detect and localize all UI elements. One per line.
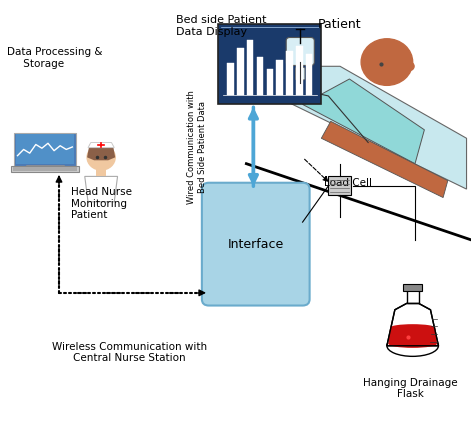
Bar xyxy=(256,57,263,95)
Ellipse shape xyxy=(390,324,435,331)
Ellipse shape xyxy=(387,335,438,356)
Text: Patient: Patient xyxy=(318,18,362,30)
Bar xyxy=(16,134,74,164)
Polygon shape xyxy=(302,79,424,164)
Bar xyxy=(328,176,351,196)
Text: Wireless Communication with
Central Nurse Station: Wireless Communication with Central Nurs… xyxy=(52,341,207,363)
Circle shape xyxy=(87,145,115,170)
Polygon shape xyxy=(388,328,437,344)
FancyBboxPatch shape xyxy=(202,183,310,305)
Bar xyxy=(26,165,64,167)
Bar xyxy=(247,40,254,95)
Bar xyxy=(296,45,302,95)
Polygon shape xyxy=(85,176,118,202)
Polygon shape xyxy=(87,145,115,160)
Text: Wired Communication with
Bed Side Patient Data: Wired Communication with Bed Side Patien… xyxy=(188,90,207,204)
Bar xyxy=(286,51,293,95)
Ellipse shape xyxy=(388,339,437,348)
Bar xyxy=(13,167,77,171)
Bar xyxy=(227,63,234,95)
Bar xyxy=(306,54,312,95)
Polygon shape xyxy=(387,303,438,346)
Circle shape xyxy=(405,62,414,70)
Polygon shape xyxy=(284,66,466,189)
Bar xyxy=(237,48,244,95)
Bar xyxy=(266,69,273,95)
Polygon shape xyxy=(321,121,448,198)
Circle shape xyxy=(361,39,413,85)
Polygon shape xyxy=(88,142,114,148)
Text: Hanging Drainage
Flask: Hanging Drainage Flask xyxy=(363,378,457,399)
Bar xyxy=(97,169,106,176)
Text: Head Nurse
Monitoring
Patient: Head Nurse Monitoring Patient xyxy=(71,187,132,220)
Bar xyxy=(407,290,419,303)
Bar xyxy=(276,60,283,95)
Text: Interface: Interface xyxy=(228,238,284,251)
FancyBboxPatch shape xyxy=(286,37,314,66)
Text: Bed side Patient
Data Display: Bed side Patient Data Display xyxy=(176,15,266,37)
Bar xyxy=(403,284,422,291)
Bar xyxy=(218,24,321,104)
Bar xyxy=(14,133,76,166)
Bar xyxy=(10,166,79,172)
FancyBboxPatch shape xyxy=(296,67,305,80)
Text: Load Cell: Load Cell xyxy=(324,178,372,188)
Text: Data Processing &
     Storage: Data Processing & Storage xyxy=(8,47,103,69)
